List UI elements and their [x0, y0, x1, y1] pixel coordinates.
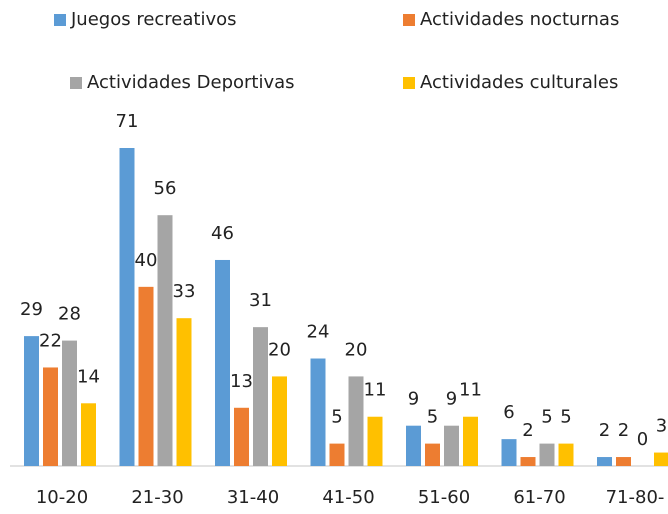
bar [444, 425, 459, 466]
legend-label: Actividades nocturnas [420, 9, 619, 30]
data-label: 9 [408, 389, 419, 410]
bar [367, 416, 383, 466]
data-label: 46 [211, 223, 234, 244]
data-label: 5 [331, 407, 342, 428]
data-label: 5 [560, 407, 571, 428]
legend-swatch [403, 14, 415, 26]
bar [62, 340, 77, 466]
data-label: 13 [230, 371, 253, 392]
data-label: 20 [268, 339, 291, 360]
x-tick-label: 41-50 [322, 487, 374, 508]
bar [539, 443, 555, 466]
x-tick-label: 10-20 [36, 487, 88, 508]
bar [597, 457, 612, 466]
bar [138, 286, 154, 466]
bar [463, 416, 478, 466]
bar [81, 403, 96, 466]
bar [558, 443, 574, 466]
data-label: 2 [522, 420, 533, 441]
bar [501, 439, 517, 466]
data-label: 11 [459, 380, 482, 401]
bar [43, 367, 58, 466]
bar [406, 425, 421, 466]
bar [425, 443, 440, 466]
bar [157, 215, 173, 466]
bar [616, 457, 631, 466]
x-tick-label: 31-40 [227, 487, 279, 508]
data-label: 56 [154, 178, 177, 199]
x-tick-label: 71-80- [606, 487, 665, 508]
data-label: 2 [618, 420, 629, 441]
data-label: 3 [656, 416, 667, 437]
data-label: 0 [637, 429, 648, 450]
data-label: 24 [307, 322, 330, 343]
data-label: 20 [345, 339, 368, 360]
legend-swatch [54, 14, 66, 26]
bar [24, 336, 39, 466]
bar [272, 376, 287, 466]
x-tick-label: 21-30 [131, 487, 183, 508]
data-label: 5 [541, 407, 552, 428]
bar [329, 443, 345, 466]
bar [520, 457, 536, 466]
data-label: 40 [135, 250, 158, 271]
bar [253, 327, 268, 466]
legend-label: Juegos recreativos [70, 9, 237, 30]
legend-swatch [403, 77, 415, 89]
bar [348, 376, 364, 466]
legend-swatch [70, 77, 82, 89]
x-tick-label: 51-60 [418, 487, 470, 508]
legend-label: Actividades culturales [420, 72, 618, 93]
data-label: 33 [173, 281, 196, 302]
bar [176, 318, 192, 466]
data-label: 5 [427, 407, 438, 428]
data-label: 29 [20, 299, 43, 320]
data-label: 6 [503, 402, 514, 423]
data-label: 22 [39, 330, 62, 351]
bar [654, 452, 668, 466]
data-label: 11 [364, 380, 387, 401]
x-tick-label: 61-70 [513, 487, 565, 508]
bar [234, 407, 249, 466]
data-label: 28 [58, 304, 81, 325]
data-label: 9 [446, 389, 457, 410]
data-label: 2 [599, 420, 610, 441]
bar [310, 358, 326, 466]
data-label: 14 [77, 366, 100, 387]
bar [119, 148, 135, 466]
legend-label: Actividades Deportivas [87, 72, 295, 93]
bar [215, 259, 230, 466]
data-label: 71 [116, 111, 139, 132]
data-label: 31 [249, 290, 272, 311]
